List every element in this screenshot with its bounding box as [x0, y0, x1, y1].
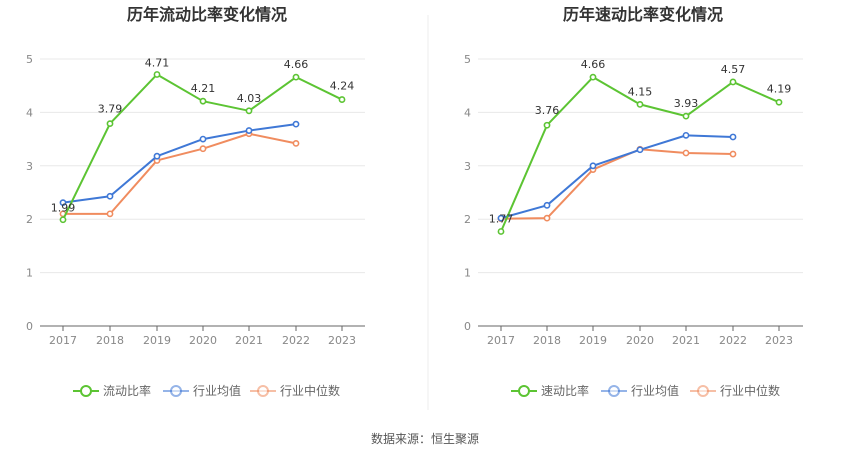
chart-2-data-label: 3.76	[535, 104, 560, 117]
chart-1-x-tick-label: 2022	[282, 334, 310, 347]
chart-2-title: 历年速动比率变化情况	[563, 5, 723, 24]
chart-1-series-1-point	[245, 107, 253, 115]
chart-1-y-tick-label: 4	[26, 106, 33, 119]
chart-2-series-3-point	[543, 214, 551, 222]
chart-1-series-3-line	[63, 132, 297, 215]
chart-1-data-label: 4.24	[330, 80, 355, 93]
chart-1-x-tick-label: 2018	[96, 334, 124, 347]
chart-1-legend-marker-1	[80, 385, 92, 397]
chart-2-data-label: 4.66	[581, 58, 606, 71]
chart-1-series-1-point	[153, 71, 161, 78]
chart-1-series-2-point	[106, 192, 114, 200]
chart-2-y-tick-label: 1	[464, 267, 471, 280]
chart-1-series-1-point	[106, 120, 114, 128]
chart-2-series-3-point	[682, 149, 690, 157]
chart-2-series-2-point	[636, 146, 644, 154]
chart-1-x-tick-label: 2020	[189, 334, 217, 347]
chart-2-series-1-point	[682, 112, 690, 120]
chart-1-series-2-point	[153, 152, 161, 160]
chart-2-series-3-line	[500, 148, 734, 220]
chart-1-series-2-point	[199, 135, 207, 143]
chart-2-data-label: 4.15	[628, 85, 653, 98]
chart-2-y-tick-label: 3	[464, 160, 471, 173]
chart-2-legend-marker-1	[518, 385, 530, 397]
chart-1-x-tick-label: 2023	[328, 334, 356, 347]
chart-1-data-label: 4.03	[237, 92, 262, 105]
chart-1-series-1-point	[292, 73, 300, 81]
chart-2-series-2-point	[543, 201, 551, 209]
chart-2-legend-label-1: 速动比率	[541, 383, 589, 398]
chart-1-series-3-point	[292, 139, 300, 147]
chart-2-series-3-point	[729, 150, 737, 158]
chart-2-series-2-point	[729, 133, 737, 141]
chart-2-series-1-point	[636, 100, 644, 108]
chart-1-series-3-point	[199, 145, 207, 153]
chart-2-series-1-point	[543, 121, 551, 129]
chart-1-y-tick-label: 1	[26, 267, 33, 280]
chart-1-data-label: 4.66	[284, 58, 309, 71]
chart-1-y-tick-label: 2	[26, 213, 33, 226]
chart-2-data-label: 4.57	[721, 63, 746, 76]
chart-2-series-2-point	[497, 214, 505, 222]
chart-2-series-2-line	[500, 134, 734, 220]
chart-2-x-tick-label: 2017	[487, 334, 515, 347]
chart-2-legend-marker-3	[697, 385, 709, 397]
chart-1-legend-label-1: 流动比率	[103, 383, 151, 398]
chart-2-data-label: 1.77	[489, 212, 514, 225]
chart-2-data-label: 4.19	[767, 82, 792, 95]
chart-1-series-3-point	[106, 210, 114, 218]
chart-1-title: 历年流动比率变化情况	[127, 5, 287, 24]
chart-2-x-tick-label: 2022	[719, 334, 747, 347]
chart-2-x-tick-label: 2018	[533, 334, 561, 347]
chart-2-y-tick-label: 0	[464, 320, 471, 333]
chart-1-data-label: 4.21	[191, 82, 216, 95]
chart-1-series-1-point	[338, 96, 346, 103]
chart-2-series-2-point	[589, 162, 597, 170]
chart-1-series-1-point	[199, 97, 207, 105]
chart-2-x-tick-label: 2020	[626, 334, 654, 347]
chart-1-y-tick-label: 0	[26, 320, 33, 333]
chart-1-legend-marker-3	[257, 385, 269, 397]
chart-2-y-tick-label: 5	[464, 53, 471, 66]
chart-1-y-tick-label: 5	[26, 53, 33, 66]
source-note: 数据来源：恒生聚源	[371, 431, 479, 446]
chart-1-series-2-point	[59, 199, 67, 207]
chart-1-series-2-point	[245, 127, 253, 134]
chart-1-legend-label-2: 行业均值	[193, 383, 241, 398]
chart-2-series-2-point	[682, 131, 690, 139]
chart-2-series-1-line	[500, 76, 780, 232]
chart-2-x-tick-label: 2019	[579, 334, 607, 347]
chart-2-series-1-point	[497, 228, 505, 235]
chart-2-legend-marker-2	[608, 385, 620, 397]
chart-1-x-tick-label: 2019	[143, 334, 171, 347]
chart-2-y-tick-label: 2	[464, 213, 471, 226]
chart-1-data-label: 4.71	[145, 56, 170, 69]
chart-1-series-2-line	[62, 123, 297, 204]
chart-1-legend-marker-2	[170, 385, 182, 397]
chart-1-x-tick-label: 2021	[235, 334, 263, 347]
chart-2-series-1-point	[775, 98, 783, 106]
chart-2-data-label: 3.93	[674, 97, 699, 110]
chart-2-x-tick-label: 2021	[672, 334, 700, 347]
chart-1-x-tick-label: 2017	[49, 334, 77, 347]
chart-1-series-1-point	[59, 216, 67, 224]
chart-2-series-1-point	[589, 73, 597, 81]
chart-2-legend-label-2: 行业均值	[631, 383, 679, 398]
chart-1-data-label: 3.79	[98, 103, 123, 116]
chart-1-legend-label-3: 行业中位数	[280, 383, 340, 398]
chart-2-y-tick-label: 4	[464, 106, 471, 119]
chart-1-series-2-point	[292, 120, 300, 128]
chart-1-data-label: 1.99	[51, 202, 76, 215]
chart-2-series-1-point	[729, 78, 737, 86]
chart-1-y-tick-label: 3	[26, 160, 33, 173]
chart-2-x-tick-label: 2023	[765, 334, 793, 347]
chart-2-legend-label-3: 行业中位数	[720, 383, 780, 398]
